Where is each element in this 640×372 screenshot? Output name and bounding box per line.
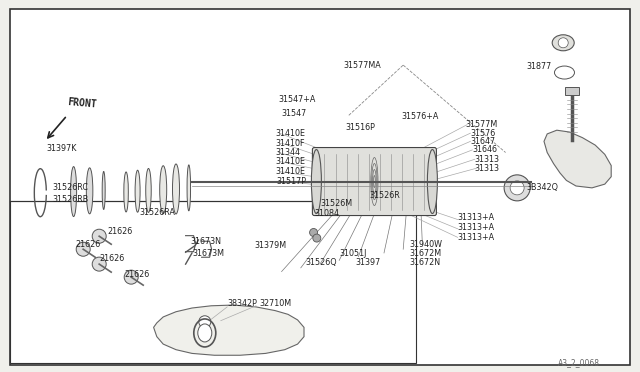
Ellipse shape — [552, 35, 574, 51]
Text: FRONT: FRONT — [67, 97, 97, 110]
Ellipse shape — [173, 164, 179, 214]
Text: 31313+A: 31313+A — [458, 213, 495, 222]
Text: 31673M: 31673M — [192, 249, 224, 258]
Ellipse shape — [86, 168, 93, 214]
Text: 31647: 31647 — [470, 137, 495, 146]
Polygon shape — [154, 305, 304, 355]
Text: 31084: 31084 — [315, 209, 340, 218]
Circle shape — [92, 229, 106, 243]
Text: 21626: 21626 — [76, 240, 100, 249]
Ellipse shape — [198, 324, 212, 342]
Text: 31526Q: 31526Q — [306, 258, 337, 267]
Circle shape — [124, 270, 138, 284]
Ellipse shape — [187, 165, 191, 211]
Text: 31410E: 31410E — [275, 129, 305, 138]
Ellipse shape — [70, 167, 77, 217]
Text: 31526RC: 31526RC — [52, 183, 88, 192]
Ellipse shape — [102, 171, 105, 209]
Polygon shape — [544, 130, 611, 188]
Text: 31577MA: 31577MA — [344, 61, 381, 70]
Ellipse shape — [160, 166, 166, 214]
Text: 31526R: 31526R — [370, 191, 401, 200]
Text: 31379M: 31379M — [255, 241, 287, 250]
Text: 21626: 21626 — [125, 270, 150, 279]
Text: 31344: 31344 — [275, 148, 300, 157]
FancyBboxPatch shape — [312, 148, 436, 215]
Text: 31397: 31397 — [355, 258, 380, 267]
Circle shape — [199, 316, 211, 328]
Text: 3B342Q: 3B342Q — [526, 183, 558, 192]
Ellipse shape — [146, 169, 151, 212]
Text: 31673N: 31673N — [190, 237, 221, 246]
Text: A3_2_0068: A3_2_0068 — [558, 358, 600, 367]
Text: 31547+A: 31547+A — [278, 95, 316, 104]
Ellipse shape — [124, 172, 129, 212]
Text: 31547: 31547 — [282, 109, 307, 118]
Text: 31526RB: 31526RB — [52, 195, 89, 203]
Bar — [10, 201, 416, 363]
Ellipse shape — [312, 150, 321, 214]
Text: 31410E: 31410E — [275, 157, 305, 166]
Text: 31577M: 31577M — [466, 120, 498, 129]
Text: 31672N: 31672N — [410, 258, 441, 267]
Text: 31517P: 31517P — [276, 177, 307, 186]
Text: 31646: 31646 — [472, 145, 497, 154]
Text: 31940W: 31940W — [410, 240, 443, 249]
Ellipse shape — [135, 170, 140, 212]
Text: 32710M: 32710M — [259, 299, 291, 308]
Text: 31410E: 31410E — [275, 167, 305, 176]
Text: 31313+A: 31313+A — [458, 223, 495, 232]
Text: 31313: 31313 — [475, 164, 500, 173]
Text: 31877: 31877 — [526, 62, 551, 71]
Text: 21626: 21626 — [108, 227, 132, 236]
Circle shape — [76, 242, 90, 256]
Text: 31526RA: 31526RA — [140, 208, 175, 217]
Circle shape — [510, 181, 524, 195]
Text: 21626: 21626 — [99, 254, 124, 263]
Text: 31313: 31313 — [475, 155, 500, 164]
Ellipse shape — [554, 66, 575, 79]
Text: 31672M: 31672M — [410, 249, 442, 258]
Text: 31516P: 31516P — [346, 123, 376, 132]
Text: 38342P: 38342P — [227, 299, 257, 308]
Text: 31576+A: 31576+A — [402, 112, 439, 121]
Text: 31410F: 31410F — [275, 139, 305, 148]
Ellipse shape — [428, 150, 437, 214]
Circle shape — [310, 228, 317, 237]
Text: 31576: 31576 — [470, 129, 495, 138]
Circle shape — [558, 38, 568, 48]
Text: 31526M: 31526M — [320, 199, 352, 208]
Text: 31051J: 31051J — [339, 249, 367, 258]
Circle shape — [313, 234, 321, 242]
Circle shape — [504, 175, 530, 201]
Circle shape — [92, 257, 106, 271]
Bar — [564, 87, 579, 95]
Text: 31397K: 31397K — [46, 144, 76, 153]
Text: 31313+A: 31313+A — [458, 233, 495, 242]
